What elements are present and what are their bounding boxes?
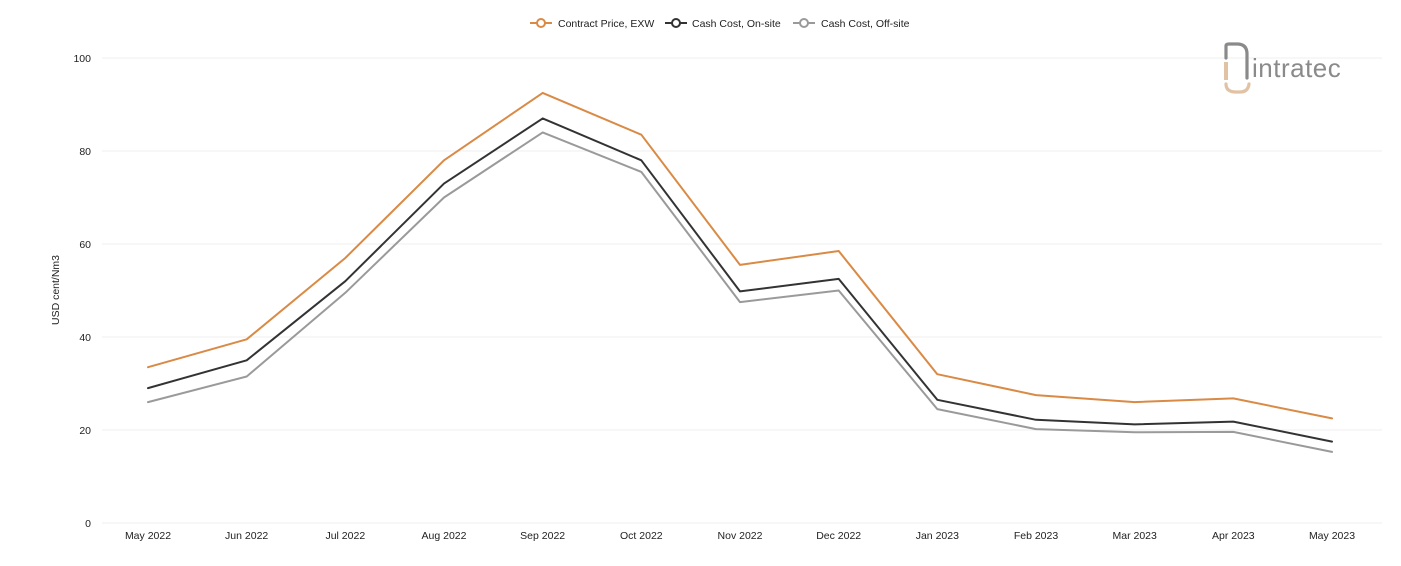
intratec-logo: intratec	[1224, 42, 1341, 94]
x-tick-label: Jul 2022	[325, 530, 365, 542]
x-tick-label: Jan 2023	[916, 530, 959, 542]
data-point-contract-price-exw[interactable]	[438, 154, 450, 166]
legend-item[interactable]: Cash Cost, Off-site	[793, 18, 910, 30]
data-point-cash-cost-on-site[interactable]	[1030, 414, 1042, 426]
data-point-cash-cost-off-site[interactable]	[1326, 446, 1338, 458]
legend-swatch-marker	[536, 18, 546, 28]
series-line-cash-cost-on-site	[147, 117, 1333, 443]
series-line-cash-cost-off-site	[147, 131, 1333, 453]
y-tick-label: 60	[79, 239, 91, 251]
x-tick-label: Mar 2023	[1112, 530, 1157, 542]
data-point-contract-price-exw[interactable]	[537, 87, 549, 99]
data-point-contract-price-exw[interactable]	[142, 361, 154, 373]
x-tick-label: Feb 2023	[1014, 530, 1059, 542]
grid-lines	[102, 57, 1382, 524]
data-point-contract-price-exw[interactable]	[1030, 389, 1042, 401]
data-point-contract-price-exw[interactable]	[635, 129, 647, 141]
intratec-logo-mark	[1224, 42, 1251, 94]
y-axis-title: USD cent/Nm3	[50, 255, 62, 325]
data-point-contract-price-exw[interactable]	[734, 259, 746, 271]
legend-swatch-marker	[799, 18, 809, 28]
data-point-cash-cost-on-site[interactable]	[438, 178, 450, 190]
data-point-contract-price-exw[interactable]	[1227, 392, 1239, 404]
data-point-cash-cost-off-site[interactable]	[537, 126, 549, 138]
data-point-cash-cost-off-site[interactable]	[339, 287, 351, 299]
x-tick-label: Dec 2022	[816, 530, 861, 542]
x-tick-label: Sep 2022	[520, 530, 565, 542]
legend-item[interactable]: Contract Price, EXW	[530, 18, 654, 30]
y-tick-label: 80	[79, 146, 91, 158]
legend-label: Cash Cost, Off-site	[821, 18, 910, 30]
data-point-cash-cost-on-site[interactable]	[1129, 418, 1141, 430]
x-axis-ticks: May 2022 Jun 2022 Jul 2022 Aug 2022 Sep 2022…	[125, 530, 1355, 542]
x-tick-label: May 2023	[1309, 530, 1355, 542]
data-point-cash-cost-on-site[interactable]	[1326, 436, 1338, 448]
series-lines	[142, 87, 1338, 458]
series-line-contract-price-exw	[147, 91, 1333, 420]
x-tick-label: Jun 2022	[225, 530, 268, 542]
x-tick-label: Oct 2022	[620, 530, 663, 542]
data-point-contract-price-exw[interactable]	[339, 252, 351, 264]
x-tick-label: May 2022	[125, 530, 171, 542]
data-point-cash-cost-off-site[interactable]	[833, 285, 845, 297]
data-point-cash-cost-on-site[interactable]	[339, 275, 351, 287]
y-axis-ticks: 0 20 40 60 80 100	[73, 53, 91, 530]
data-point-cash-cost-off-site[interactable]	[438, 192, 450, 204]
data-point-contract-price-exw[interactable]	[1129, 396, 1141, 408]
data-point-cash-cost-on-site[interactable]	[833, 273, 845, 285]
y-tick-label: 40	[79, 332, 91, 344]
x-tick-label: Nov 2022	[718, 530, 763, 542]
data-point-cash-cost-off-site[interactable]	[734, 296, 746, 308]
legend-item[interactable]: Cash Cost, On-site	[665, 18, 781, 30]
legend-label: Contract Price, EXW	[558, 18, 654, 30]
legend-label: Cash Cost, On-site	[692, 18, 781, 30]
x-tick-label: Apr 2023	[1212, 530, 1255, 542]
data-point-contract-price-exw[interactable]	[1326, 412, 1338, 424]
legend: Contract Price, EXW Cash Cost, On-site Cas…	[530, 18, 910, 30]
data-point-cash-cost-on-site[interactable]	[1227, 416, 1239, 428]
y-tick-label: 100	[73, 53, 91, 65]
data-point-contract-price-exw[interactable]	[931, 368, 943, 380]
data-point-contract-price-exw[interactable]	[241, 333, 253, 345]
data-point-cash-cost-off-site[interactable]	[1227, 426, 1239, 438]
data-point-cash-cost-on-site[interactable]	[734, 285, 746, 297]
data-point-cash-cost-on-site[interactable]	[537, 112, 549, 124]
data-point-contract-price-exw[interactable]	[833, 245, 845, 257]
data-point-cash-cost-on-site[interactable]	[931, 394, 943, 406]
data-point-cash-cost-off-site[interactable]	[142, 396, 154, 408]
data-point-cash-cost-off-site[interactable]	[635, 166, 647, 178]
y-tick-label: 0	[85, 518, 91, 530]
legend-swatch-marker	[671, 18, 681, 28]
data-point-cash-cost-on-site[interactable]	[241, 354, 253, 366]
data-point-cash-cost-on-site[interactable]	[142, 382, 154, 394]
x-tick-label: Aug 2022	[422, 530, 467, 542]
y-tick-label: 20	[79, 425, 91, 437]
intratec-logo-text: intratec	[1252, 53, 1341, 83]
data-point-cash-cost-off-site[interactable]	[241, 371, 253, 383]
data-point-cash-cost-on-site[interactable]	[635, 154, 647, 166]
